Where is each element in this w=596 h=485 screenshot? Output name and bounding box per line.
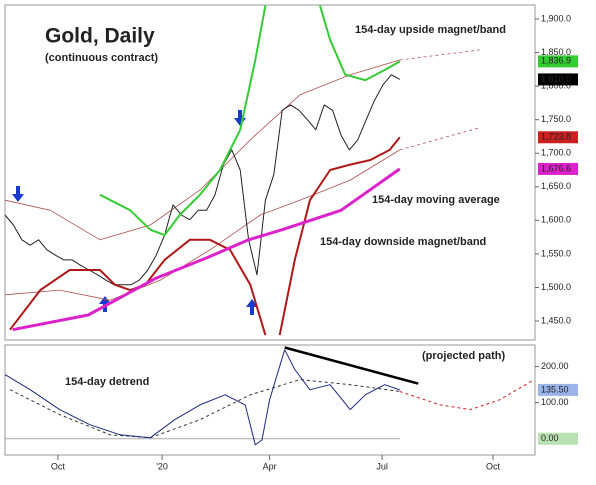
series-line — [399, 379, 535, 411]
series-label: 154-day upside magnet/band — [355, 24, 506, 36]
x-tick-label: Oct — [486, 461, 501, 471]
series-line — [12, 167, 401, 332]
y-tick-label: 100.00 — [541, 397, 569, 407]
series-line — [399, 49, 480, 61]
y-tick-label: 1,750.0 — [541, 114, 571, 124]
series-label: 154-day downside magnet/band — [320, 236, 486, 248]
main-panel — [4, 4, 536, 341]
value-flag — [538, 432, 578, 445]
series-line — [9, 379, 400, 439]
chart-title: Gold, Daily — [45, 25, 155, 48]
x-tick-label: Jul — [376, 461, 388, 471]
series-line — [399, 127, 480, 151]
y-tick-label: 1,700.0 — [541, 148, 571, 158]
panel-title: 154-day detrend — [65, 376, 149, 388]
y-tick-label: 1,450.0 — [541, 315, 571, 325]
value-flag — [538, 55, 578, 68]
x-tick-label: Apr — [263, 461, 277, 471]
arrow-down — [12, 186, 24, 202]
y-tick-label: 1,650.0 — [541, 181, 571, 191]
y-tick-label: 1,900.0 — [541, 13, 571, 23]
value-flag-label: 1,723.8 — [541, 132, 571, 142]
series-label: 154-day moving average — [372, 194, 500, 206]
series-line — [4, 74, 401, 286]
value-flag — [538, 162, 578, 175]
chart-subtitle: (continuous contract) — [45, 52, 158, 64]
series-line — [4, 349, 400, 446]
annotation: (projected path) — [422, 350, 505, 362]
x-tick-label: Oct — [51, 461, 66, 471]
y-tick-label: 200.00 — [541, 361, 569, 371]
series-line — [99, 5, 401, 237]
value-flag — [538, 73, 578, 86]
y-tick-label: 1,500.0 — [541, 282, 571, 292]
value-flag — [538, 383, 578, 396]
arrow-down — [234, 110, 246, 126]
y-tick-label: 1,600.0 — [541, 215, 571, 225]
value-flag-label: 135.50 — [541, 384, 569, 394]
value-flag-label: 0.00 — [541, 433, 559, 443]
x-tick-label: '20 — [156, 461, 168, 471]
series-line — [284, 346, 419, 385]
value-flag-label: 1,836.9 — [541, 56, 571, 66]
y-tick-label: 1,800.0 — [541, 81, 571, 91]
y-tick-label: 1,550.0 — [541, 248, 571, 258]
value-flag-label: 1,810.0 — [541, 74, 571, 84]
series-line — [4, 59, 400, 241]
series-line — [4, 149, 401, 301]
value-flag-label: 1,676.6 — [541, 163, 571, 173]
value-flag — [538, 131, 578, 144]
y-tick-label: 1,850.0 — [541, 47, 571, 57]
